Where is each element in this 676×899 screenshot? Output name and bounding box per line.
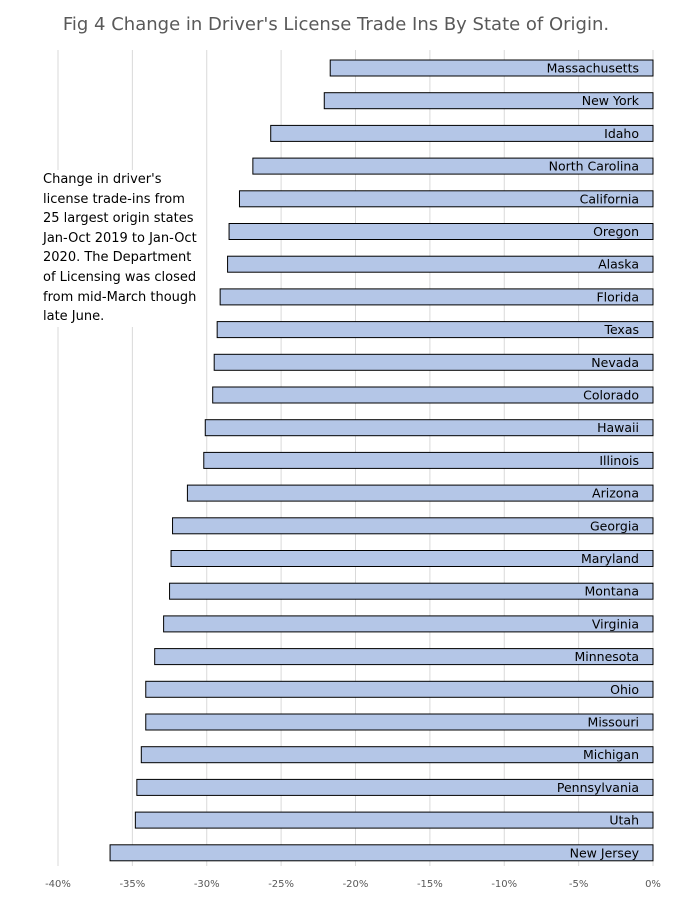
- bar: [203, 451, 654, 469]
- category-label: Michigan: [583, 747, 639, 762]
- category-label: Hawaii: [597, 420, 639, 435]
- bar: [227, 255, 654, 273]
- x-tick-label: -25%: [268, 879, 294, 890]
- bar: [213, 353, 654, 371]
- category-label: North Carolina: [549, 159, 639, 174]
- bar: [145, 680, 654, 698]
- category-labels: Massachusetts New York Idaho North Carolina…: [547, 61, 640, 861]
- category-label: Montana: [585, 584, 640, 599]
- category-label: Idaho: [604, 126, 639, 141]
- x-tick-label: -10%: [491, 879, 517, 890]
- category-label: Florida: [596, 289, 639, 304]
- bar: [252, 157, 654, 175]
- x-axis-tick-labels: -40% -35% -30% -25% -20% -15% -10% -5% 0%: [45, 879, 661, 890]
- x-tick-label: -30%: [194, 879, 220, 890]
- x-tick-label: -15%: [417, 879, 443, 890]
- category-label: Illinois: [599, 453, 639, 468]
- bar: [329, 59, 654, 77]
- category-label: Maryland: [581, 551, 639, 566]
- bar: [136, 778, 654, 796]
- bar: [140, 746, 654, 764]
- bar: [216, 321, 654, 339]
- bar: [109, 844, 654, 862]
- category-label: Nevada: [591, 355, 639, 370]
- bar: [323, 92, 654, 110]
- bar: [169, 582, 654, 600]
- category-label: Utah: [609, 813, 639, 828]
- category-label: Pennsylvania: [557, 780, 639, 795]
- category-label: Oregon: [593, 224, 639, 239]
- category-label: Georgia: [590, 518, 639, 533]
- x-tick-label: -5%: [569, 879, 588, 890]
- bars: [109, 59, 654, 862]
- x-tick-label: 0%: [645, 879, 661, 890]
- x-tick-label: -20%: [343, 879, 369, 890]
- category-label: Massachusetts: [547, 61, 639, 76]
- category-label: Virginia: [592, 616, 639, 631]
- category-label: Minnesota: [574, 649, 639, 664]
- bar: [186, 484, 654, 502]
- category-label: New Jersey: [570, 845, 640, 860]
- category-label: Texas: [603, 322, 639, 337]
- bar: [238, 190, 654, 208]
- category-label: Alaska: [598, 257, 639, 272]
- category-label: New York: [582, 93, 640, 108]
- bar: [154, 648, 654, 666]
- bar: [145, 713, 654, 731]
- chart-annotation: Change in driver's license trade-ins fro…: [43, 170, 203, 327]
- category-label: California: [580, 191, 639, 206]
- bar: [170, 550, 654, 567]
- bar: [212, 386, 654, 404]
- bar: [228, 223, 654, 240]
- x-tick-label: -40%: [45, 879, 71, 890]
- category-label: Missouri: [588, 715, 639, 730]
- category-label: Colorado: [583, 388, 639, 403]
- category-label: Arizona: [592, 486, 639, 501]
- bar: [172, 517, 654, 535]
- category-label: Ohio: [610, 682, 639, 697]
- x-tick-label: -35%: [119, 879, 145, 890]
- bar: [134, 811, 654, 829]
- bar: [204, 419, 654, 437]
- bar: [219, 288, 654, 306]
- bar: [270, 124, 654, 142]
- bar: [163, 615, 654, 633]
- chart-title: Fig 4 Change in Driver's License Trade I…: [63, 14, 609, 35]
